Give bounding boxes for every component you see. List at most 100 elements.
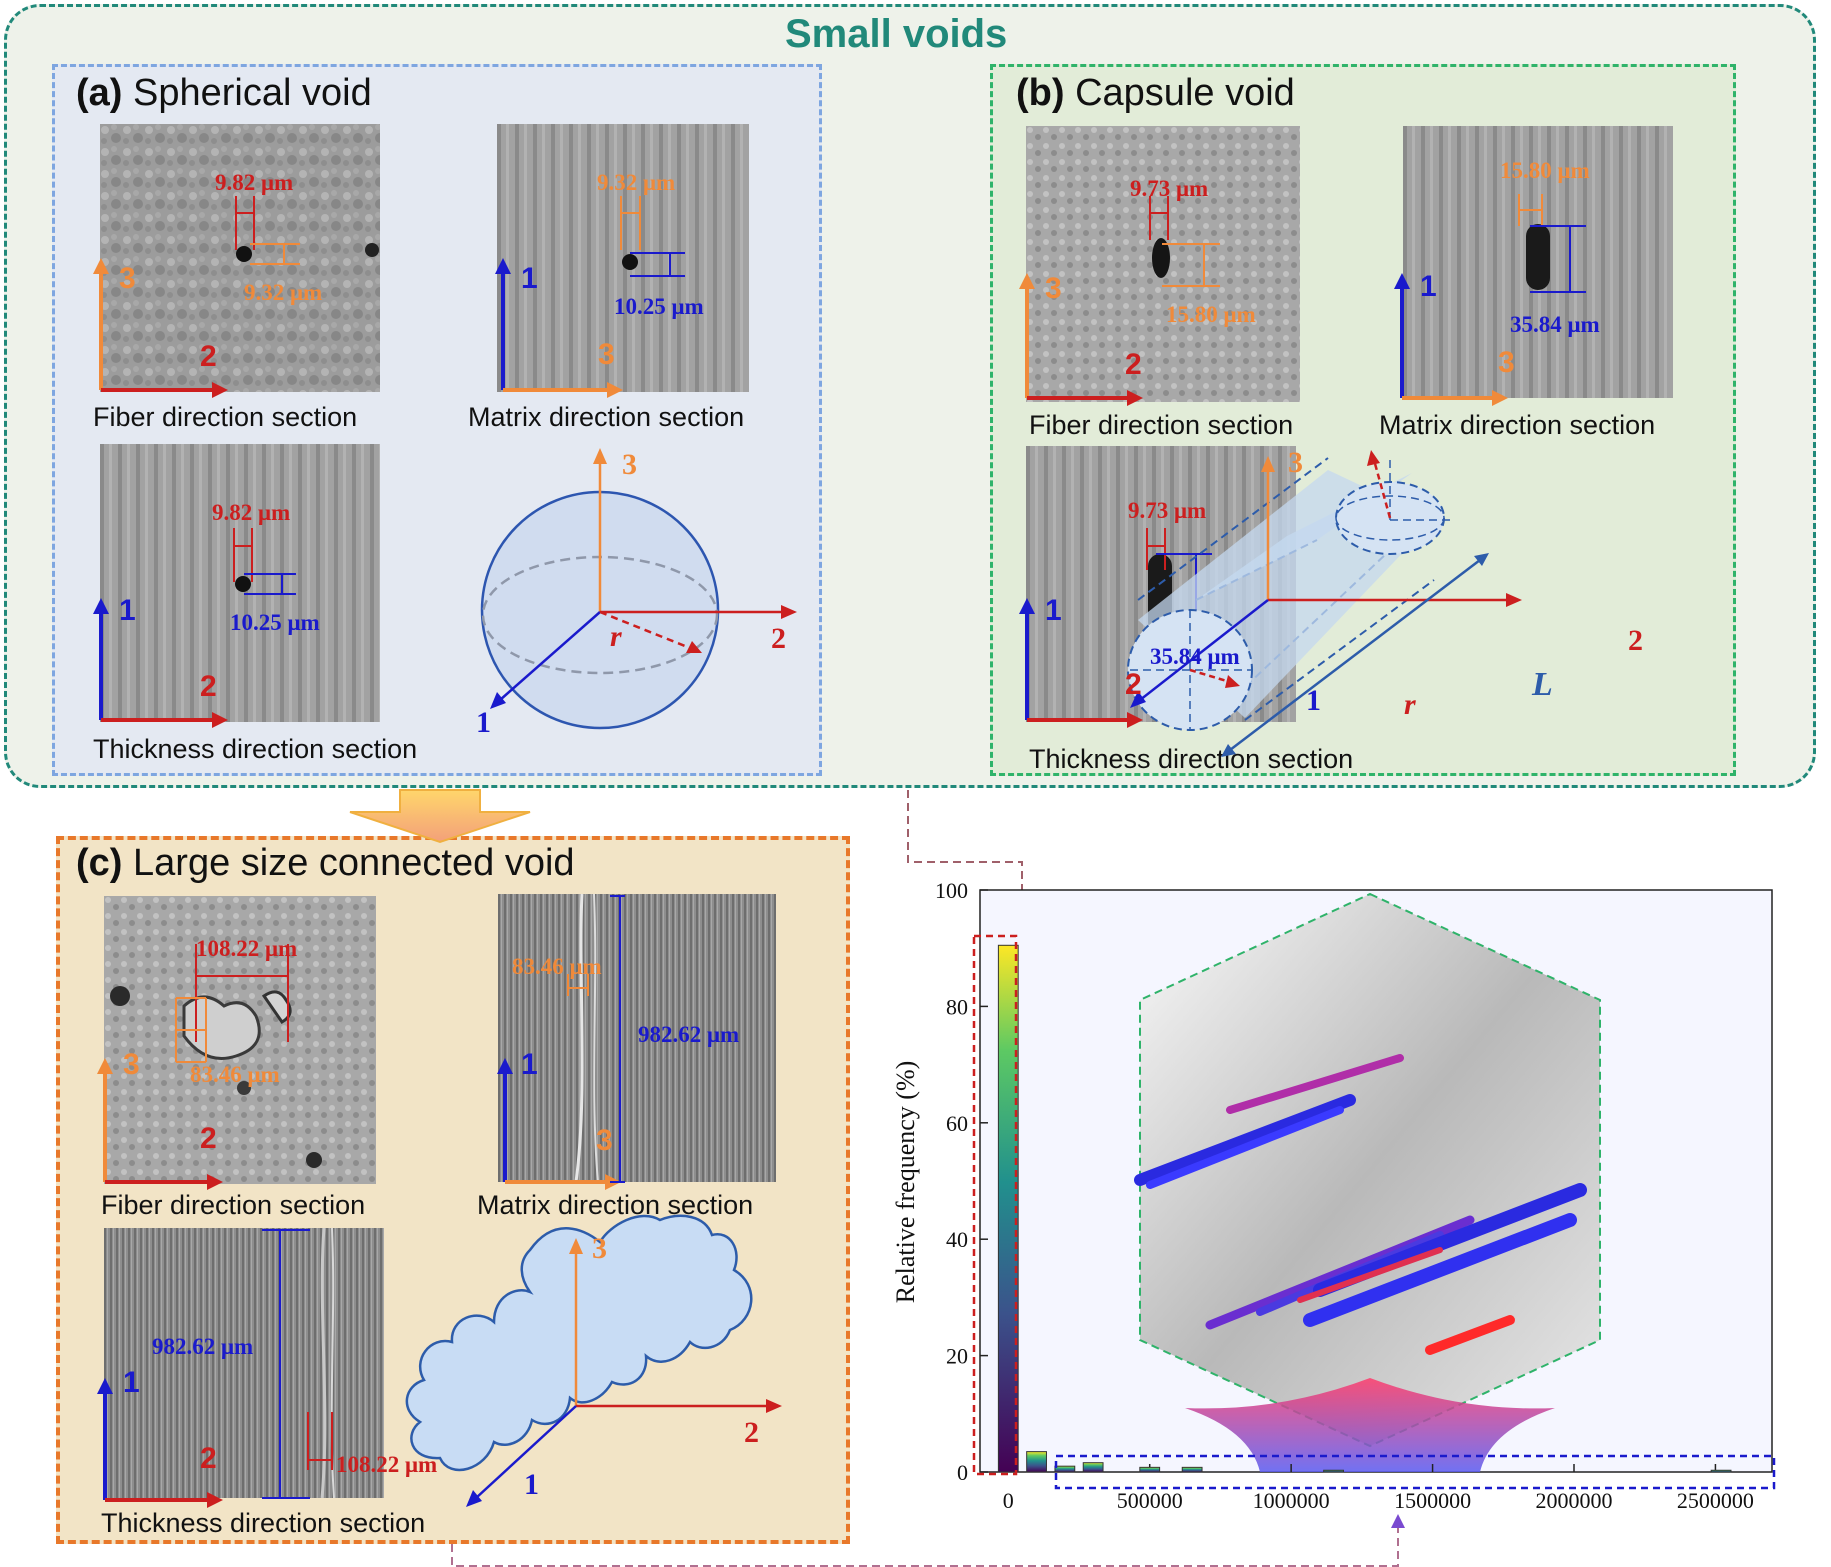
panel-b-matrix-caption: Matrix direction section [1379, 410, 1656, 440]
panel-a-sphere-axis-3: 3 [622, 448, 637, 481]
x-tick-label: 500000 [1117, 1488, 1183, 1513]
panel-b-title: (b) Capsule void [1016, 72, 1295, 115]
panel-c-fiber-axis-2: 2 [200, 1122, 217, 1155]
panel-b-fiber-axis-2: 2 [1125, 348, 1142, 381]
inset-3d-void-rendering [1134, 892, 1601, 1472]
panel-a-thick-axis-1: 1 [119, 594, 136, 627]
panel-c-cloud-axis-1: 1 [524, 1468, 539, 1501]
panel-a-fiber-caption: Fiber direction section [93, 402, 358, 432]
panel-a-sphere-axis-1: 1 [476, 706, 491, 739]
panel-b-matrix-dim-1: 15.80 μm [1500, 158, 1590, 183]
panel-c-thick-dim-2: 108.22 μm [336, 1452, 438, 1477]
panel-b-capsule-radius: r [1404, 688, 1416, 721]
panel-c-matrix-image [498, 894, 776, 1182]
small-voids-title: Small voids [785, 12, 1008, 56]
histogram-bar [1323, 1469, 1344, 1473]
small-voids-highlight-box [972, 934, 1018, 1476]
panel-c-matrix-axis-1: 1 [521, 1048, 538, 1081]
panel-b-matrix-image [1403, 126, 1673, 398]
x-tick-label: 0 [1003, 1488, 1014, 1513]
panel-a-thick-dim-2: 10.25 μm [230, 610, 320, 635]
panel-a-thick-axis-2: 2 [200, 670, 217, 703]
histogram-bar [1082, 1462, 1104, 1473]
histogram-bar [1710, 1469, 1732, 1473]
panel-b-matrix-axis-3: 3 [1498, 346, 1515, 379]
panel-a-matrix-image [497, 124, 749, 392]
panel-a-sphere-radius: r [610, 620, 622, 653]
panel-c-fiber-axis-3: 3 [123, 1048, 140, 1081]
panel-b-capsule-axis-3: 3 [1288, 446, 1303, 479]
panel-b-thick-axis-1: 1 [1045, 594, 1062, 627]
panel-c-title-text: Large size connected void [133, 842, 575, 884]
panel-a-sphere-axis-2: 2 [771, 622, 786, 655]
panel-b-matrix-axis-1: 1 [1420, 270, 1437, 303]
panel-c-title: (c) Large size connected void [76, 842, 575, 885]
panel-a-matrix-dim-1: 9.32 μm [597, 170, 676, 195]
panel-a-fiber-axis-2: 2 [200, 340, 217, 373]
panel-b-capsule-length: L [1532, 666, 1553, 703]
panel-c-cloud-axis-2: 2 [744, 1416, 759, 1449]
y-axis-label: Relative frequency (%) [891, 1061, 920, 1304]
panel-a-label: (a) [76, 72, 123, 114]
panel-a-title-text: Spherical void [133, 72, 372, 114]
panel-c-matrix-dim-1: 83.46 μm [512, 954, 602, 979]
panel-b-thick-dim-1: 9.73 μm [1128, 498, 1207, 523]
panel-c-thick-dim-1: 982.62 μm [152, 1334, 254, 1359]
panel-b-fiber-axis-3: 3 [1045, 272, 1062, 305]
histogram-bar [997, 944, 1019, 1473]
y-tick-label: 80 [946, 994, 968, 1019]
panel-a-fiber-image [100, 124, 380, 392]
y-tick-label: 60 [946, 1111, 968, 1136]
panel-b-thick-dim-2: 35.84 μm [1150, 644, 1240, 669]
panel-c-matrix-axis-3: 3 [596, 1124, 613, 1157]
x-tick-label: 1000000 [1253, 1488, 1330, 1513]
panel-c-fiber-caption: Fiber direction section [101, 1190, 366, 1220]
panel-c-annotations [97, 895, 782, 1508]
panel-c-cloud-axis-3: 3 [592, 1232, 607, 1265]
panel-b-thick-axis-2: 2 [1125, 668, 1142, 701]
bar-series [997, 944, 1732, 1473]
panel-a-matrix-dim-2: 10.25 μm [614, 294, 704, 319]
panel-c-label: (c) [76, 842, 123, 884]
panel-a-fiber-axis-3: 3 [119, 262, 136, 295]
panel-c-thick-axis-2: 2 [200, 1442, 217, 1475]
histogram-bar [1054, 1465, 1076, 1473]
panel-c-thickness-caption: Thickness direction section [101, 1508, 426, 1538]
panel-a-fiber-dim-2: 9.32 μm [244, 280, 323, 305]
panel-c-thickness-image [104, 1228, 384, 1498]
panel-a-fiber-dim-1: 9.82 μm [215, 170, 294, 195]
x-axis: 0 500000 1000000 1500000 2000000 2500000 [1003, 1464, 1754, 1513]
x-tick-label: 2000000 [1536, 1488, 1613, 1513]
panel-b-capsule-axis-2: 2 [1628, 624, 1643, 657]
histogram-bar [1139, 1466, 1161, 1473]
large-voids-highlight-box [1054, 1454, 1776, 1490]
panel-c-fiber-image [104, 896, 376, 1184]
panel-a-annotations [93, 196, 797, 730]
panel-b-annotations [1019, 194, 1586, 757]
panel-a-title: (a) Spherical void [76, 72, 372, 115]
panel-a-thick-dim-1: 9.82 μm [212, 500, 291, 525]
panel-b-fiber-caption: Fiber direction section [1029, 410, 1294, 440]
panel-b-label: (b) [1016, 72, 1065, 114]
histogram-chart: 0 20 40 60 80 100 0 500000 1000000 1500000 200000… [891, 878, 1776, 1513]
x-tick-label: 1500000 [1394, 1488, 1471, 1513]
histogram-bar [1026, 1451, 1047, 1473]
panel-b-capsule-axis-1: 1 [1306, 684, 1321, 717]
panel-a-matrix-axis-1: 1 [521, 262, 538, 295]
panel-c-thick-axis-1: 1 [123, 1366, 140, 1399]
panel-a-thickness-image [100, 444, 380, 722]
x-tick-label: 2500000 [1677, 1488, 1754, 1513]
panel-b-fiber-dim-2: 15.80 μm [1166, 302, 1256, 327]
panel-b-thickness-caption: Thickness direction section [1029, 744, 1354, 774]
y-tick-label: 100 [935, 878, 968, 903]
panel-c-matrix-dim-2: 982.62 μm [638, 1022, 740, 1047]
histogram-bar [1181, 1466, 1203, 1473]
panel-b-matrix-dim-2: 35.84 μm [1510, 312, 1600, 337]
panel-b-fiber-image [1026, 126, 1300, 402]
y-axis: 0 20 40 60 80 100 [935, 878, 988, 1485]
panel-b-fiber-dim-1: 9.73 μm [1130, 176, 1209, 201]
panel-a-thickness-caption: Thickness direction section [93, 734, 418, 764]
panel-a-matrix-caption: Matrix direction section [468, 402, 745, 432]
panel-c-matrix-caption: Matrix direction section [477, 1190, 754, 1220]
panel-b-title-text: Capsule void [1075, 72, 1295, 114]
